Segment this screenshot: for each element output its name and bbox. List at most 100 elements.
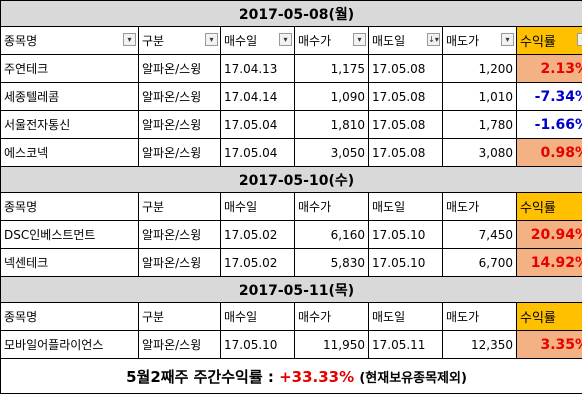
cell-buy-price: 3,050 bbox=[294, 138, 369, 167]
header-buy-date: 매수일 bbox=[220, 302, 295, 331]
date-row: 2017-05-11(목) bbox=[0, 276, 582, 303]
header-sell-date: 매도일 bbox=[368, 192, 443, 221]
cell-buy-price: 6,160 bbox=[294, 220, 369, 249]
table-row: 주연테크 알파온/스윙 17.04.13 1,175 17.05.08 1,200 2.13… bbox=[0, 54, 582, 83]
cell-yield: -7.34% bbox=[515, 82, 582, 111]
trade-results-table: 2017-05-08(월) 종목명 ▾ 구분 ▾ 매수일 ▾ 매수가 ▾ 매도일 ↓▾ 매도가 ▾ 수익률… bbox=[0, 0, 582, 394]
header-sell-price[interactable]: 매도가 ▾ bbox=[442, 26, 517, 55]
header-label: 매수일 bbox=[224, 34, 258, 48]
cell-yield: 14.92% bbox=[515, 248, 582, 277]
header-label: 매수일 bbox=[224, 200, 258, 214]
header-label: 매수가 bbox=[298, 34, 332, 48]
header-label: 매수일 bbox=[224, 310, 258, 324]
filter-dropdown-icon[interactable]: ▾ bbox=[577, 33, 582, 46]
cell-name: 주연테크 bbox=[0, 54, 139, 83]
header-category: 구분 bbox=[138, 192, 221, 221]
header-label: 매도가 bbox=[446, 310, 480, 324]
cell-sell-price: 3,080 bbox=[442, 138, 517, 167]
header-buy-price[interactable]: 매수가 ▾ bbox=[294, 26, 369, 55]
cell-buy-price: 1,090 bbox=[294, 82, 369, 111]
cell-yield: 0.98% bbox=[515, 138, 582, 167]
header-buy-price: 매수가 bbox=[294, 192, 369, 221]
cell-sell-date: 17.05.08 bbox=[368, 110, 443, 139]
cell-sell-date: 17.05.08 bbox=[368, 138, 443, 167]
table-row: 넥센테크 알파온/스윙 17.05.02 5,830 17.05.10 6,700 14.9… bbox=[0, 248, 582, 277]
cell-sell-price: 7,450 bbox=[442, 220, 517, 249]
table-row: DSC인베스트먼트 알파온/스윙 17.05.02 6,160 17.05.10 7,45… bbox=[0, 220, 582, 249]
header-label: 매도일 bbox=[372, 34, 406, 48]
cell-buy-date: 17.05.10 bbox=[220, 330, 295, 359]
cell-yield: 2.13% bbox=[515, 54, 582, 83]
cell-type: 알파온/스윙 bbox=[138, 220, 221, 249]
summary-label: 5월2째주 주간수익률 : bbox=[126, 367, 280, 386]
header-label: 종목명 bbox=[4, 310, 38, 324]
header-label: 수익률 bbox=[520, 35, 556, 50]
filter-dropdown-icon[interactable]: ▾ bbox=[205, 33, 218, 46]
header-stock-name: 종목명 bbox=[0, 192, 139, 221]
cell-sell-price: 1,010 bbox=[442, 82, 517, 111]
header-label: 구분 bbox=[142, 34, 165, 48]
filter-dropdown-icon[interactable]: ▾ bbox=[123, 33, 136, 46]
cell-buy-price: 1,175 bbox=[294, 54, 369, 83]
header-row: 종목명 구분 매수일 매수가 매도일 매도가 수익률 bbox=[0, 302, 582, 331]
filter-dropdown-icon[interactable]: ▾ bbox=[353, 33, 366, 46]
table-row: 서울전자통신 알파온/스윙 17.05.04 1,810 17.05.08 1,780 -1… bbox=[0, 110, 582, 139]
cell-name: 세종텔레콤 bbox=[0, 82, 139, 111]
cell-buy-date: 17.05.02 bbox=[220, 220, 295, 249]
header-label: 매도일 bbox=[372, 200, 406, 214]
header-yield[interactable]: 수익률 ▾ bbox=[515, 26, 582, 55]
header-stock-name: 종목명 bbox=[0, 302, 139, 331]
cell-name: DSC인베스트먼트 bbox=[0, 220, 139, 249]
header-buy-date: 매수일 bbox=[220, 192, 295, 221]
header-category[interactable]: 구분 ▾ bbox=[138, 26, 221, 55]
date-row: 2017-05-10(수) bbox=[0, 166, 582, 193]
cell-type: 알파온/스윙 bbox=[138, 54, 221, 83]
cell-buy-price: 1,810 bbox=[294, 110, 369, 139]
header-category: 구분 bbox=[138, 302, 221, 331]
header-row: 종목명 ▾ 구분 ▾ 매수일 ▾ 매수가 ▾ 매도일 ↓▾ 매도가 ▾ 수익률 ▾ bbox=[0, 26, 582, 55]
cell-type: 알파온/스윙 bbox=[138, 248, 221, 277]
cell-yield: 20.94% bbox=[515, 220, 582, 249]
header-sell-date: 매도일 bbox=[368, 302, 443, 331]
header-label: 매수가 bbox=[298, 200, 332, 214]
sort-filter-icon[interactable]: ↓▾ bbox=[427, 33, 440, 46]
filter-dropdown-icon[interactable]: ▾ bbox=[501, 33, 514, 46]
header-buy-date[interactable]: 매수일 ▾ bbox=[220, 26, 295, 55]
cell-sell-price: 1,780 bbox=[442, 110, 517, 139]
cell-buy-date: 17.04.14 bbox=[220, 82, 295, 111]
section-date: 2017-05-10(수) bbox=[0, 166, 582, 193]
cell-sell-price: 6,700 bbox=[442, 248, 517, 277]
summary-row: 5월2째주 주간수익률 : +33.33% (현재보유종목제외) bbox=[0, 358, 582, 394]
header-sell-price: 매도가 bbox=[442, 302, 517, 331]
cell-type: 알파온/스윙 bbox=[138, 330, 221, 359]
cell-sell-date: 17.05.10 bbox=[368, 248, 443, 277]
header-sell-price: 매도가 bbox=[442, 192, 517, 221]
header-label: 매도일 bbox=[372, 310, 406, 324]
table-row: 모바일어플라이언스 알파온/스윙 17.05.10 11,950 17.05.11 12,… bbox=[0, 330, 582, 359]
cell-sell-date: 17.05.11 bbox=[368, 330, 443, 359]
cell-type: 알파온/스윙 bbox=[138, 110, 221, 139]
cell-name: 모바일어플라이언스 bbox=[0, 330, 139, 359]
summary-value: +33.33% bbox=[279, 367, 355, 386]
cell-sell-price: 1,200 bbox=[442, 54, 517, 83]
cell-buy-date: 17.05.04 bbox=[220, 138, 295, 167]
header-label: 수익률 bbox=[520, 311, 556, 326]
cell-name: 서울전자통신 bbox=[0, 110, 139, 139]
table-row: 에스코넥 알파온/스윙 17.05.04 3,050 17.05.08 3,080 0.98… bbox=[0, 138, 582, 167]
cell-buy-price: 5,830 bbox=[294, 248, 369, 277]
table-row: 세종텔레콤 알파온/스윙 17.04.14 1,090 17.05.08 1,010 -7.… bbox=[0, 82, 582, 111]
cell-yield: 3.35% bbox=[515, 330, 582, 359]
header-stock-name[interactable]: 종목명 ▾ bbox=[0, 26, 139, 55]
header-label: 구분 bbox=[142, 310, 165, 324]
cell-sell-price: 12,350 bbox=[442, 330, 517, 359]
cell-buy-price: 11,950 bbox=[294, 330, 369, 359]
header-buy-price: 매수가 bbox=[294, 302, 369, 331]
filter-dropdown-icon[interactable]: ▾ bbox=[279, 33, 292, 46]
header-label: 종목명 bbox=[4, 200, 38, 214]
cell-sell-date: 17.05.08 bbox=[368, 54, 443, 83]
summary-note: (현재보유종목제외) bbox=[359, 370, 467, 386]
header-yield: 수익률 bbox=[515, 302, 582, 331]
cell-yield: -1.66% bbox=[515, 110, 582, 139]
cell-sell-date: 17.05.10 bbox=[368, 220, 443, 249]
header-sell-date[interactable]: 매도일 ↓▾ bbox=[368, 26, 443, 55]
